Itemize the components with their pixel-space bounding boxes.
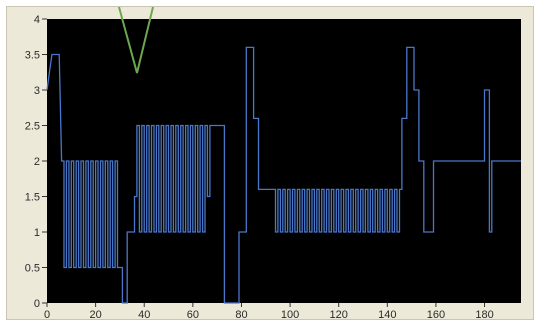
- y-tick-label: 4: [34, 14, 40, 26]
- series-line: [46, 46, 521, 304]
- x-tick-label: 120: [330, 309, 348, 321]
- y-tick-label: 1.5: [25, 192, 40, 204]
- x-tick-label: 180: [475, 309, 493, 321]
- y-tick-label: 0: [34, 298, 40, 310]
- y-tick-label: 0.5: [25, 263, 40, 275]
- x-tick-label: 20: [89, 309, 101, 321]
- x-tick-label: 60: [187, 309, 199, 321]
- y-tick-label: 2: [34, 156, 40, 168]
- annotation-arrow: [118, 7, 154, 74]
- x-tick-label: 140: [378, 309, 396, 321]
- x-tick-label: 160: [427, 309, 445, 321]
- x-tick-label: 40: [138, 309, 150, 321]
- chart-frame: 0 0.5 1 1.5 2 2.5 3 3.5 4 0 20 40 60 80 100 120 140 160 18…: [6, 6, 534, 321]
- chart-area: 00.511.522.533.540 20 40 60 80 100 120 140 160 18…: [25, 7, 521, 321]
- y-tick-label: 3.5: [25, 50, 40, 62]
- x-tick-label: 80: [235, 309, 247, 321]
- y-tick-label: 2.5: [25, 121, 40, 133]
- y-tick-label: 1: [34, 227, 40, 239]
- y-tick-label: 3: [34, 85, 40, 97]
- x-tick-label: 100: [281, 309, 299, 321]
- x-tick-label: 0: [44, 309, 50, 321]
